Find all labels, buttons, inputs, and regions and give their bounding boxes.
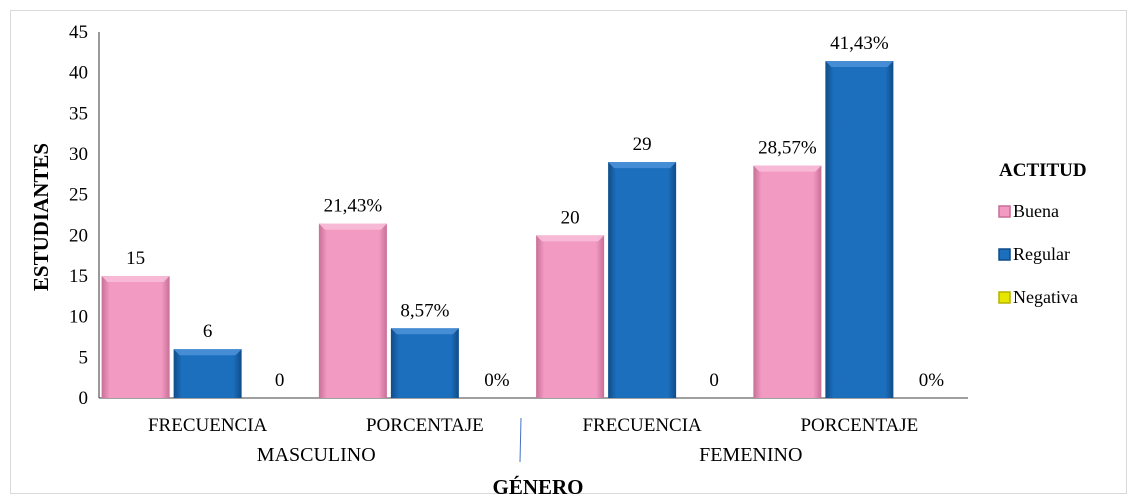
- bar-buena: [536, 235, 605, 398]
- legend-label-negativa: Negativa: [1013, 287, 1078, 307]
- group-label: FEMENINO: [699, 444, 802, 466]
- bar-bevel-buena: [101, 276, 170, 282]
- y-tick-label: 40: [69, 63, 88, 84]
- data-labels-layer: 15 6 0 21,43% 8,57% 0% 20 29 0 28,57% 41,43% 0%: [126, 33, 944, 391]
- bar-bevel-buena: [318, 223, 387, 230]
- bar-regular: [825, 61, 894, 398]
- data-label-buena: 28,57%: [758, 138, 817, 159]
- legend-title: ACTITUD: [999, 160, 1087, 181]
- bar-buena: [318, 223, 387, 398]
- bar-buena: [753, 165, 822, 398]
- y-axis-title: ESTUDIANTES: [29, 143, 53, 291]
- bar-bevel-regular: [608, 162, 677, 169]
- y-axis-ticks: 0 5 10 15 20 25 30 35 40 45: [69, 22, 88, 409]
- bars-layer: [101, 61, 894, 398]
- bar-buena: [101, 276, 170, 398]
- data-label-negativa: 0: [709, 370, 719, 391]
- y-tick-label: 15: [69, 266, 88, 287]
- bar-bevel-regular: [825, 61, 894, 68]
- legend-swatch-negativa: [998, 291, 1011, 304]
- y-tick-label: 25: [69, 185, 88, 206]
- y-tick-label: 35: [69, 103, 88, 124]
- category-label: FRECUENCIA: [582, 415, 702, 436]
- legend-label-regular: Regular: [1013, 244, 1070, 264]
- data-label-negativa: 0%: [484, 370, 510, 391]
- data-label-negativa: 0: [275, 370, 285, 391]
- data-label-buena: 21,43%: [324, 196, 383, 217]
- y-tick-label: 5: [79, 347, 89, 368]
- y-tick-label: 45: [69, 22, 88, 43]
- bar-regular: [608, 162, 677, 398]
- bar-regular: [390, 328, 459, 398]
- data-label-buena: 15: [126, 248, 145, 269]
- group-divider: [519, 417, 522, 463]
- data-label-regular: 41,43%: [830, 33, 889, 54]
- bar-bevel-buena: [753, 165, 822, 172]
- category-label: PORCENTAJE: [800, 415, 918, 436]
- y-tick-label: 30: [69, 144, 88, 165]
- bar-bevel-buena: [536, 235, 605, 242]
- category-label: FRECUENCIA: [148, 415, 268, 436]
- x-axis-title: GÉNERO: [492, 475, 583, 499]
- legend-swatch-buena: [998, 205, 1011, 218]
- bar-bevel-regular: [173, 349, 242, 356]
- legend-swatch-regular: [998, 248, 1011, 261]
- legend: ACTITUD Buena Regular Negativa: [998, 160, 1087, 307]
- category-label: PORCENTAJE: [366, 415, 484, 436]
- data-label-regular: 6: [203, 321, 213, 342]
- y-tick-label: 10: [69, 307, 88, 328]
- y-tick-label: 0: [79, 388, 89, 409]
- bar-bevel-regular: [390, 328, 459, 335]
- category-labels-layer: FRECUENCIA PORCENTAJE FRECUENCIA PORCENTAJE…: [148, 415, 918, 466]
- data-label-regular: 8,57%: [400, 300, 449, 321]
- data-label-regular: 29: [633, 134, 652, 155]
- legend-label-buena: Buena: [1013, 201, 1059, 221]
- group-label: MASCULINO: [257, 444, 376, 466]
- bar-regular: [173, 349, 242, 398]
- data-label-negativa: 0%: [919, 370, 945, 391]
- data-label-buena: 20: [561, 207, 580, 228]
- y-tick-label: 20: [69, 225, 88, 246]
